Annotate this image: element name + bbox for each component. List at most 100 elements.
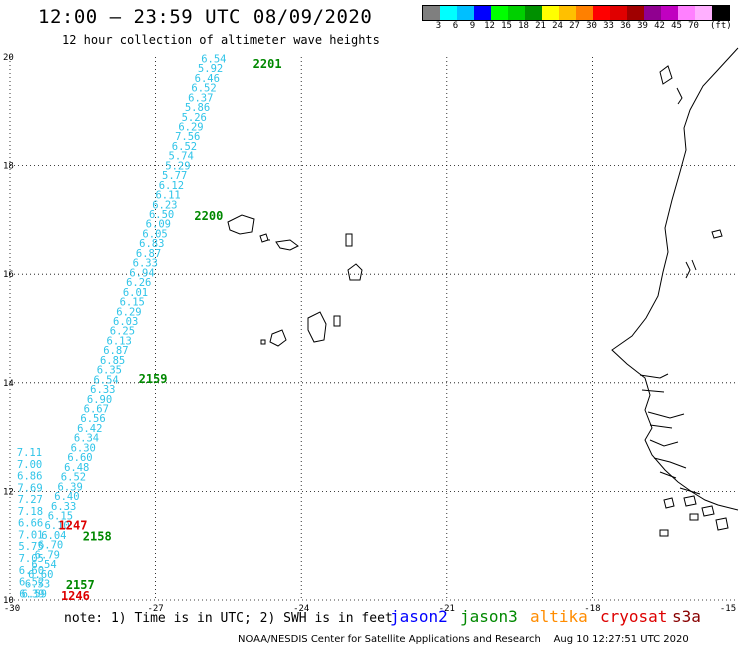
colorbar-label: 3 [435,21,442,31]
colorbar-swatch [593,6,610,20]
coast-detail-north [659,65,683,105]
altimeter-track-main: 6.545.926.466.526.375.865.266.297.566.52… [22,53,227,600]
wave-height-value: 7.27 [18,494,43,506]
wave-height-value: 5.29 [165,160,190,172]
wave-height-value: 6.15 [120,297,145,309]
wave-height-value: 6.86 [17,471,42,483]
legend-item-s3a: s3a [672,607,701,626]
coastline [227,47,739,537]
colorbar-label: 9 [469,21,476,31]
colorbar-label: 27 [569,21,580,31]
wave-height-value: 6.29 [178,122,203,134]
wave-height-value: 6.12 [159,180,184,192]
island-maio [333,315,341,327]
wave-height-value: 6.23 [152,199,177,211]
wave-height-colorbar [422,5,730,21]
colorbar-label: 45 [671,21,682,31]
wave-height-value: 6.04 [41,530,66,542]
colorbar-swatch [525,6,542,20]
colorbar-label: 30 [586,21,597,31]
wave-height-value: 6.70 [38,540,63,552]
wave-height-value: 6.48 [64,462,89,474]
footer-agency: NOAA/NESDIS Center for Satellite Applica… [238,634,541,645]
colorbar-label: 70 [688,21,699,31]
wave-height-value: 6.30 [71,442,96,454]
legend-item-jason2: jason2 [390,607,448,626]
wave-height-value: 7.56 [175,131,200,143]
longitude-labels: -30 -27 -24 -21 -18 -15 [4,604,736,614]
wave-height-value: 6.94 [129,267,154,279]
wave-height-value: 6.39 [58,481,83,493]
wave-height-value: 6.46 [195,73,220,85]
colorbar-swatch [474,6,491,20]
coast-detail-gambia [639,373,685,429]
wave-height-value: 6.25 [110,326,135,338]
wave-height-value: 6.09 [146,219,171,231]
wave-height-value: 5.26 [182,112,207,124]
wave-height-value: 6.37 [188,92,213,104]
colorbar-label: 42 [654,21,665,31]
colorbar-swatch [644,6,661,20]
wave-height-value: 6.83 [139,238,164,250]
wave-height-value: 6.39 [19,588,44,600]
wave-height-value: 6.90 [87,394,112,406]
wave-height-value: 6.52 [172,141,197,153]
wave-height-value: 6.60 [19,565,44,577]
colorbar-label: 15 [501,21,512,31]
island-santiago [307,311,327,343]
wave-height-value: 5.77 [162,170,187,182]
wave-height-value: 7.69 [17,482,42,494]
wave-height-value: 6.10 [44,520,69,532]
colorbar-unit: (ft) [710,21,732,31]
wave-height-value: 6.60 [28,569,53,581]
wave-height-value: 6.42 [77,423,102,435]
latitude-tick-label: 10 [3,596,14,606]
longitude-tick-label: -18 [584,604,600,614]
wave-height-value: 6.53 [25,579,50,591]
wave-height-value: 6.29 [116,306,141,318]
wave-height-value: 6.33 [133,258,158,270]
pass-time-label: 1246 [61,589,90,603]
map-grid [9,57,738,601]
colorbar-label: 36 [620,21,631,31]
legend-item-cryosat: cryosat [600,607,668,626]
colorbar-swatch [457,6,474,20]
wave-height-value: 6.33 [90,384,115,396]
wave-height-value: 7.01 [18,529,43,541]
island-santo-antao [227,214,255,235]
wave-height-value: 6.67 [84,404,109,416]
altimeter-track-left: 7.117.006.867.697.277.186.667.015.757.05… [17,447,45,600]
longitude-tick-label: -24 [293,604,309,614]
wave-height-value: 6.54 [93,374,118,386]
wave-height-value: 6.33 [51,501,76,513]
colorbar-swatch [440,6,457,20]
coast-detail-east [711,229,723,239]
wave-height-value: 6.26 [126,277,151,289]
wave-height-value: 6.59 [22,588,47,600]
wave-height-value: 6.85 [100,355,125,367]
wave-height-value: 7.05 [19,553,44,565]
island-brava [260,339,266,345]
island-fogo [269,329,287,347]
wave-height-value: 5.92 [198,63,223,75]
colorbar-swatch [678,6,695,20]
colorbar-swatch [712,6,729,20]
coast-detail-bissau [649,439,701,495]
colorbar-label: 24 [552,21,563,31]
wave-height-value: 6.66 [18,518,43,530]
map-subtitle: 12 hour collection of altimeter wave hei… [62,33,380,47]
africa-coastline [611,47,739,511]
colorbar-label: 21 [535,21,546,31]
wave-height-value: 6.34 [74,433,99,445]
pass-time-label: 2200 [194,209,223,223]
colorbar-swatch [661,6,678,20]
pass-time-label: 2158 [83,529,112,543]
island-sal [345,233,353,247]
colorbar-label: 33 [603,21,614,31]
latitude-tick-label: 14 [3,379,14,389]
wave-height-value: 6.03 [113,316,138,328]
wave-height-value: 6.60 [67,452,92,464]
map-footer: NOAA/NESDIS Center for Satellite Applica… [238,634,689,645]
colorbar-swatch [542,6,559,20]
